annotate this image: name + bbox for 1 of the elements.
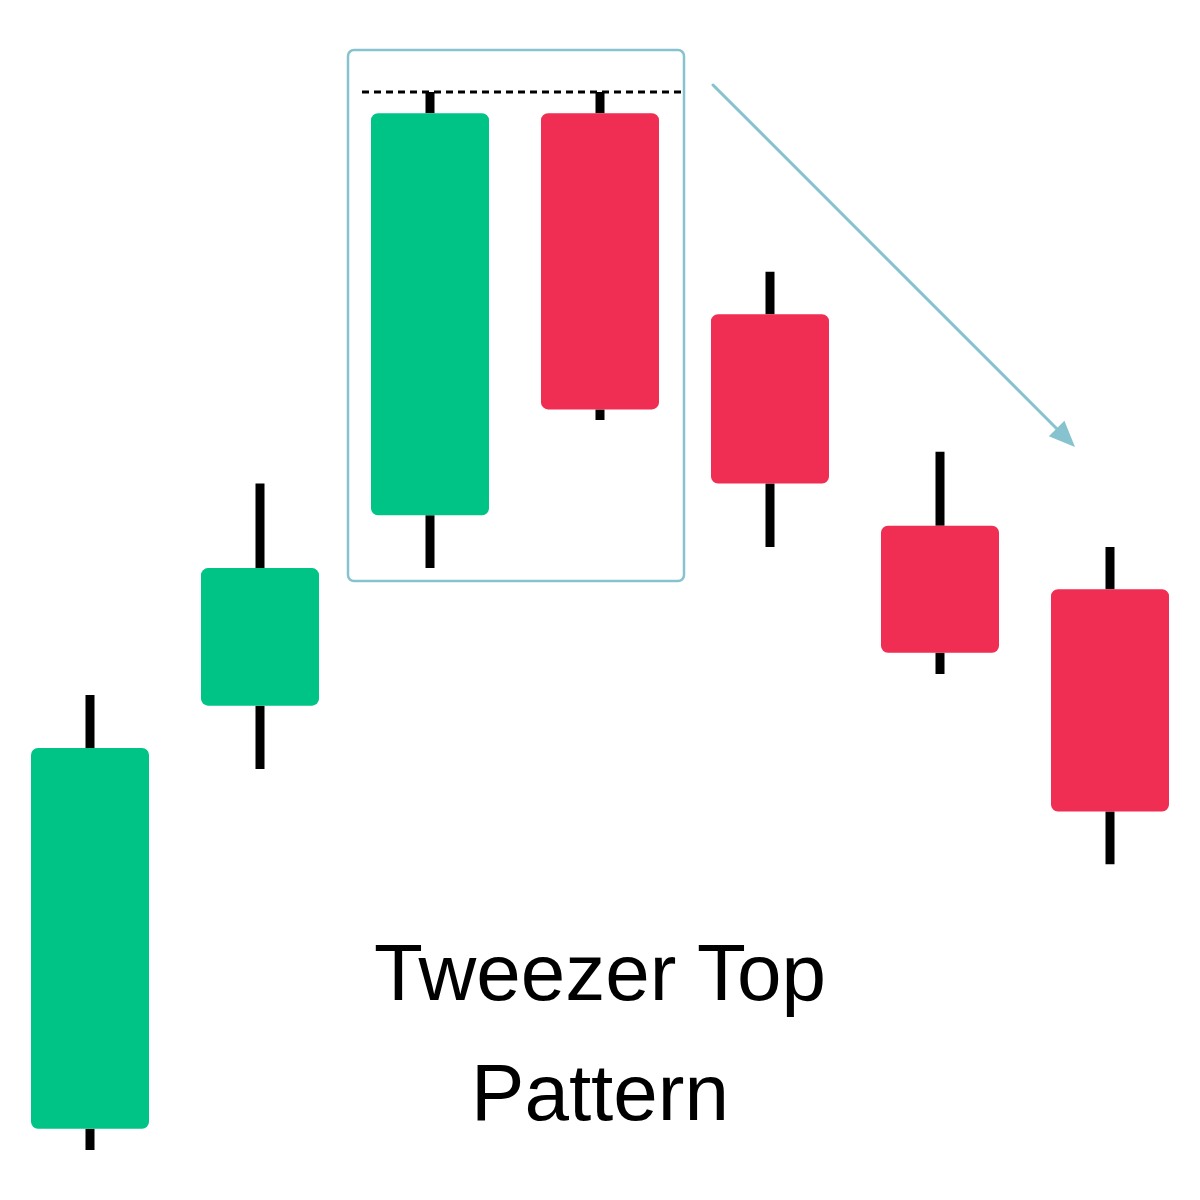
text: Tweezer Top Pattern — [373, 928, 827, 1137]
